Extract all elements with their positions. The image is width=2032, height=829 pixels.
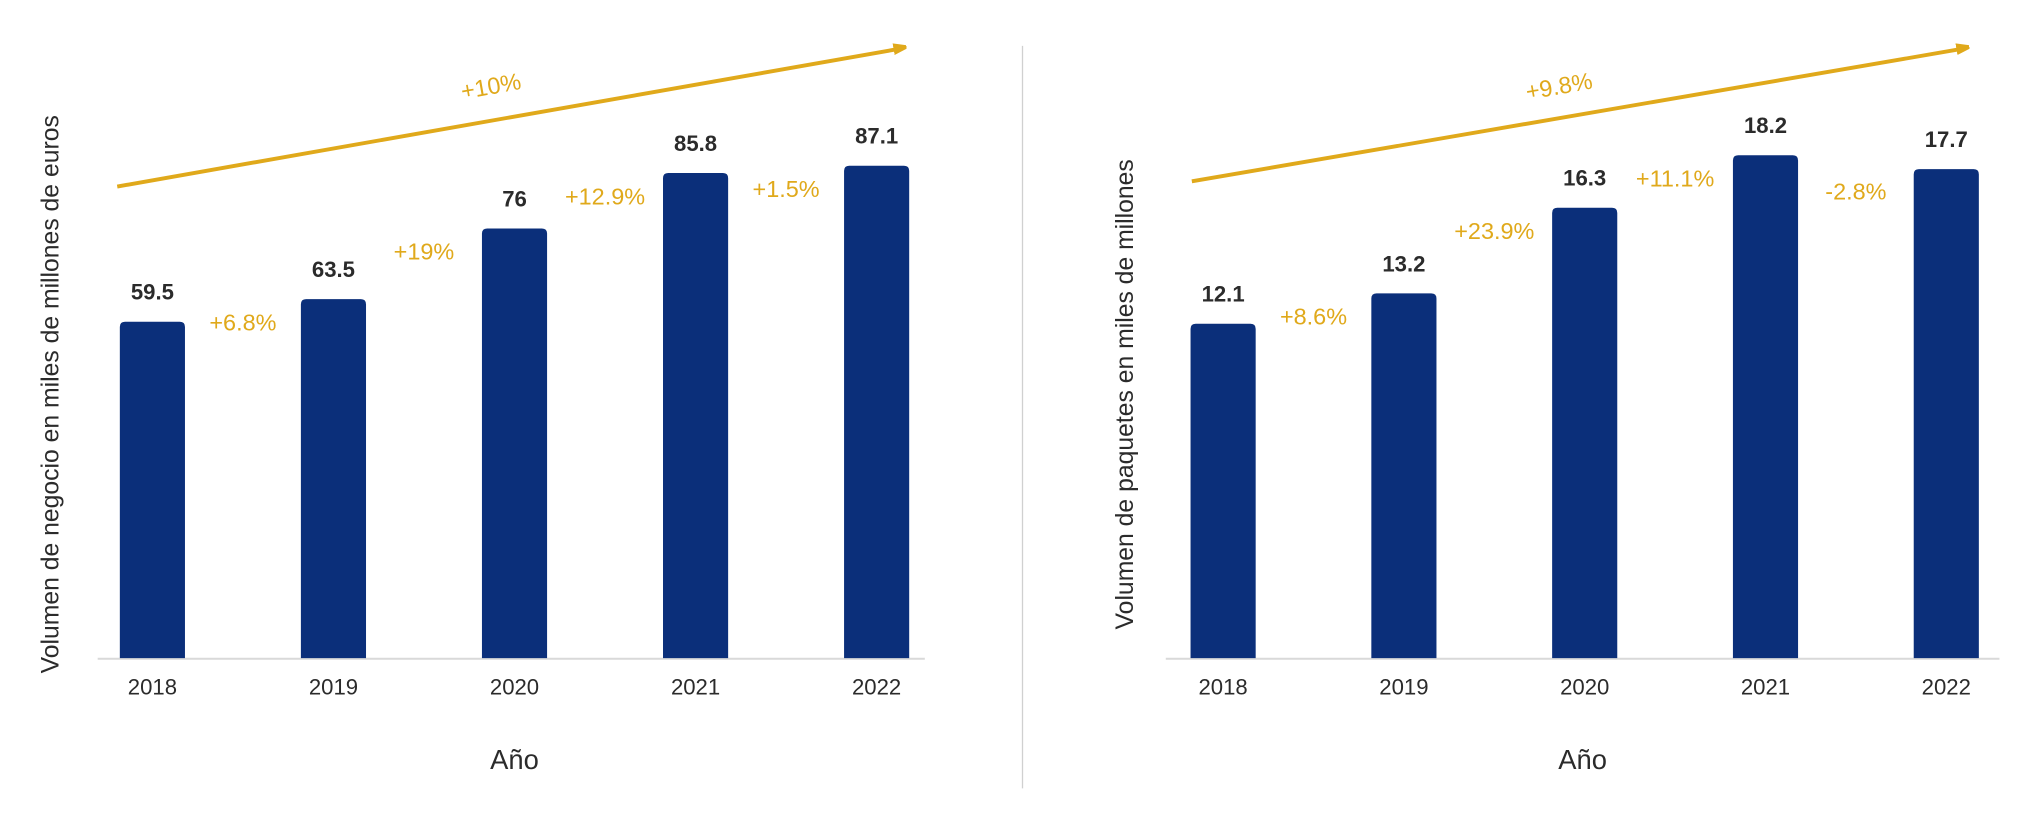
bar-2022: [1913, 169, 1979, 659]
growth-label: +23.9%: [1454, 218, 1534, 244]
x-tick-label: 2019: [1379, 675, 1428, 700]
x-tick-label: 2022: [1922, 675, 1971, 700]
x-axis-label: Año: [490, 744, 539, 775]
growth-label: +12.9%: [565, 183, 645, 209]
y-axis-label: Volumen de paquetes en miles de millones: [1112, 159, 1139, 629]
x-tick-label: 2018: [128, 675, 177, 700]
x-tick-label: 2022: [852, 675, 901, 700]
data-label: 18.2: [1744, 113, 1787, 138]
x-tick-label: 2021: [1741, 675, 1790, 700]
bar-2020: [1552, 207, 1618, 659]
trend-arrow: [116, 48, 901, 189]
bar-2021: [1732, 155, 1799, 659]
growth-label: +19%: [394, 239, 455, 265]
trend-label: +10%: [459, 68, 523, 104]
data-label: 13.2: [1382, 251, 1425, 276]
y-axis-label: Volumen de negocio en miles de millones …: [38, 115, 65, 673]
trend-label: +9.8%: [1524, 68, 1595, 105]
bar-2021: [663, 173, 729, 659]
data-label: 17.7: [1925, 127, 1968, 152]
chart-package-volume: Volumen de paquetes en miles de millones…: [1112, 48, 2000, 775]
x-tick-label: 2019: [309, 675, 358, 700]
x-tick-label: 2021: [671, 675, 720, 700]
bar-2022: [844, 165, 910, 659]
bar-2019: [1371, 293, 1437, 659]
growth-label: +8.6%: [1280, 304, 1347, 330]
chart-business-volume: Volumen de negocio en miles de millones …: [38, 48, 925, 775]
x-tick-label: 2020: [1560, 675, 1609, 700]
x-tick-label: 2020: [490, 675, 539, 700]
data-label: 87.1: [855, 124, 898, 149]
growth-label: +1.5%: [753, 176, 820, 202]
trend-arrow: [1191, 48, 1964, 184]
growth-label: +11.1%: [1636, 166, 1714, 192]
growth-label: -2.8%: [1825, 179, 1886, 205]
bar-2018: [119, 321, 185, 659]
x-axis-label: Año: [1558, 744, 1607, 775]
data-label: 76: [502, 186, 527, 211]
data-label: 16.3: [1563, 166, 1606, 191]
x-tick-label: 2018: [1198, 675, 1247, 700]
bar-2018: [1190, 323, 1256, 659]
data-label: 63.5: [312, 257, 355, 282]
bar-2019: [300, 299, 367, 659]
data-label: 12.1: [1202, 282, 1245, 307]
bar-2020: [481, 228, 548, 659]
data-label: 59.5: [131, 280, 174, 305]
growth-label: +6.8%: [209, 309, 276, 335]
data-label: 85.8: [674, 131, 717, 156]
